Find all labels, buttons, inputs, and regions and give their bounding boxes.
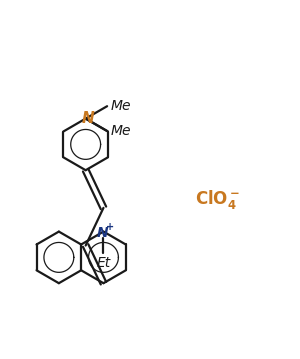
Text: Et: Et: [96, 256, 111, 270]
Text: $\mathregular{ClO_4^-}$: $\mathregular{ClO_4^-}$: [195, 188, 240, 211]
Text: N: N: [97, 225, 108, 239]
Text: +: +: [106, 222, 115, 232]
Text: N: N: [81, 111, 94, 126]
Text: Me: Me: [111, 99, 131, 113]
Text: Me: Me: [111, 124, 131, 138]
